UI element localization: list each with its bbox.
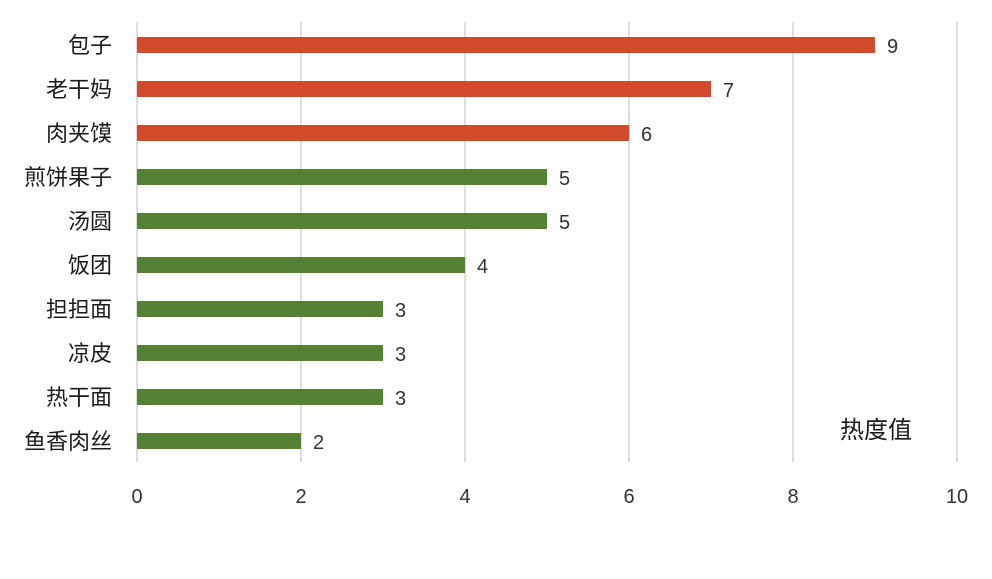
data-label: 5 — [559, 212, 570, 234]
bar-layer — [137, 37, 875, 449]
data-label: 6 — [641, 124, 652, 146]
category-label: 饭团 — [68, 254, 112, 279]
bar — [137, 125, 629, 141]
data-label: 9 — [887, 36, 898, 58]
category-label: 汤圆 — [68, 210, 112, 235]
bar — [137, 301, 383, 317]
category-label: 老干妈 — [46, 78, 112, 103]
data-label: 4 — [477, 256, 488, 278]
x-tick-label: 6 — [623, 486, 634, 508]
category-label: 肉夹馍 — [46, 122, 112, 147]
data-label: 7 — [723, 80, 734, 102]
category-label: 煎饼果子 — [24, 166, 112, 191]
bar — [137, 169, 547, 185]
data-label: 2 — [313, 432, 324, 454]
bar — [137, 81, 711, 97]
data-label: 3 — [395, 300, 406, 322]
bar — [137, 433, 301, 449]
bar — [137, 345, 383, 361]
x-tick-label: 2 — [295, 486, 306, 508]
bar — [137, 389, 383, 405]
chart-annotation: 热度值 — [840, 416, 912, 444]
x-tick-label: 0 — [131, 486, 142, 508]
x-tick-label: 10 — [946, 486, 968, 508]
category-label: 热干面 — [46, 386, 112, 411]
category-label: 凉皮 — [68, 342, 112, 367]
bar — [137, 257, 465, 273]
category-label: 鱼香肉丝 — [24, 430, 112, 455]
x-tick-label: 4 — [459, 486, 470, 508]
data-label: 3 — [395, 344, 406, 366]
data-label: 3 — [395, 388, 406, 410]
label-layer: 0 2 4 6 8 10 包子 9 老干妈 7 肉夹馍 6 煎饼果子 5 汤圆 5 饭团 4 担担面 3 凉皮 3 热干面 3… — [24, 34, 968, 508]
data-label: 5 — [559, 168, 570, 190]
category-label: 担担面 — [46, 298, 112, 323]
category-label: 包子 — [68, 34, 112, 59]
bar — [137, 37, 875, 53]
bar — [137, 213, 547, 229]
x-tick-label: 8 — [787, 486, 798, 508]
